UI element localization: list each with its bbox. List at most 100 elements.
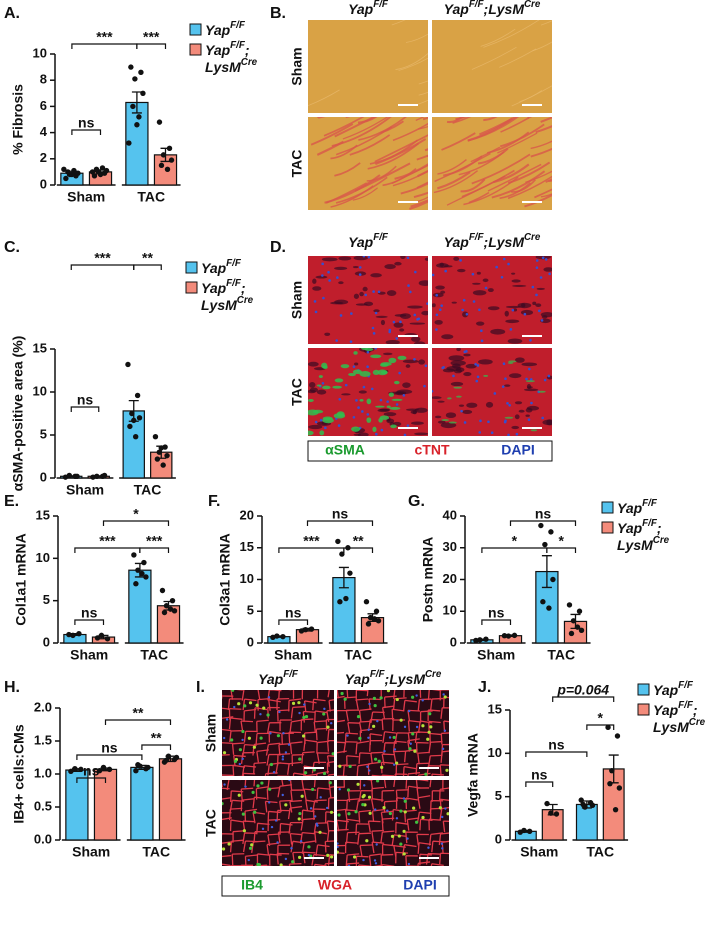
asma-signal (308, 398, 314, 402)
data-point (66, 631, 72, 638)
cell-border (393, 690, 396, 699)
dark-region (405, 364, 411, 368)
asma-signal (391, 398, 403, 401)
legend-swatch (601, 501, 614, 514)
nucleus (259, 713, 262, 716)
nucleus (395, 403, 399, 406)
collagen-fiber (334, 117, 376, 138)
dark-region (424, 257, 428, 261)
micrograph (308, 117, 428, 210)
dark-region (414, 432, 428, 436)
micrograph (432, 117, 552, 210)
cell-border (428, 832, 443, 846)
nucleus (507, 433, 510, 436)
cell-border (290, 706, 305, 719)
x-tick-label: TAC (140, 647, 168, 663)
nucleus (440, 842, 444, 845)
dark-region (482, 278, 489, 283)
cell-border (256, 719, 269, 733)
dark-region (543, 267, 552, 272)
dark-region (358, 390, 367, 394)
nucleus (327, 270, 330, 274)
data-point (132, 76, 138, 82)
dark-region (535, 303, 542, 308)
cell-border (355, 855, 369, 866)
capillary (413, 749, 417, 753)
dark-region (418, 280, 428, 286)
nucleus (440, 304, 443, 307)
significance-label: ns (78, 115, 95, 131)
dark-region (472, 290, 487, 296)
cell-border (243, 708, 257, 722)
nucleus (529, 378, 533, 381)
data-point (580, 801, 586, 808)
collagen-fiber (480, 28, 516, 47)
nucleus (502, 362, 506, 366)
data-point (76, 630, 82, 637)
capillary (373, 703, 377, 708)
dark-region (434, 319, 443, 325)
capillary (304, 714, 309, 719)
cell-border (222, 841, 233, 844)
capillary (243, 704, 247, 708)
x-tick-label: TAC (137, 189, 165, 205)
nucleus (511, 308, 515, 312)
cell-border (292, 772, 306, 776)
nucleus (406, 256, 410, 260)
cell-border (403, 690, 405, 698)
nucleus (395, 817, 399, 820)
collagen-fiber (540, 117, 552, 123)
dark-region (440, 422, 457, 429)
cell-border (337, 828, 349, 842)
nucleus (349, 340, 353, 343)
capillary (402, 852, 406, 856)
capillary (222, 802, 224, 806)
capillary (356, 782, 360, 786)
cell-border (395, 797, 409, 809)
capillary (241, 812, 245, 816)
dark-region (393, 322, 404, 328)
text-segment: Yap (205, 42, 231, 58)
data-point (173, 754, 180, 761)
dark-region (352, 265, 359, 269)
significance-bracket (76, 754, 143, 760)
asma-signal (359, 399, 364, 402)
significance-bracket (139, 547, 170, 553)
data-point (158, 445, 164, 451)
data-point (129, 410, 135, 417)
capillary (411, 695, 415, 699)
cell-border (327, 773, 334, 776)
column-header: YapF/F (258, 669, 299, 687)
cell-border (442, 820, 449, 833)
text-segment: LysM (653, 719, 689, 735)
y-tick-label: 8 (40, 72, 47, 87)
capillary (222, 751, 227, 755)
cell-border (381, 817, 395, 831)
data-point (141, 559, 147, 566)
nucleus (377, 290, 381, 294)
stain-label: IB4 (241, 877, 263, 893)
dark-region (432, 292, 444, 298)
data-point (140, 90, 146, 97)
legend-swatch (637, 703, 650, 716)
cell-border (355, 690, 369, 701)
cell-border (301, 690, 304, 700)
nucleus (388, 330, 391, 334)
cell-border (439, 787, 449, 801)
capillary (412, 806, 416, 810)
cell-border (266, 722, 282, 734)
column-header: YapF/F;LysMCre (345, 669, 442, 687)
nucleus (314, 310, 318, 314)
data-point (609, 767, 615, 774)
nucleus (319, 796, 322, 799)
cell-border (380, 830, 395, 844)
nucleus (244, 785, 247, 788)
nucleus (392, 320, 396, 324)
dark-region (514, 357, 525, 363)
dark-region (439, 262, 445, 267)
collagen-fiber (433, 170, 478, 194)
legend-swatch (189, 43, 202, 56)
cell-border (355, 798, 371, 812)
capillary (361, 795, 365, 799)
dark-region (334, 299, 349, 305)
